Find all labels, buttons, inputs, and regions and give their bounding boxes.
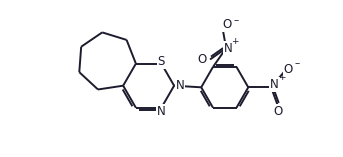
Text: O: O — [222, 19, 231, 32]
Text: –: – — [233, 15, 238, 25]
Text: N: N — [270, 78, 279, 91]
Text: +: + — [278, 73, 285, 82]
Text: N: N — [157, 105, 166, 118]
Text: O: O — [274, 105, 283, 118]
Text: N: N — [176, 79, 185, 92]
Text: O: O — [284, 62, 293, 76]
Text: S: S — [158, 55, 165, 68]
Text: O: O — [197, 53, 206, 66]
Text: –: – — [294, 58, 299, 68]
Text: +: + — [232, 37, 239, 46]
Text: N: N — [224, 42, 233, 55]
